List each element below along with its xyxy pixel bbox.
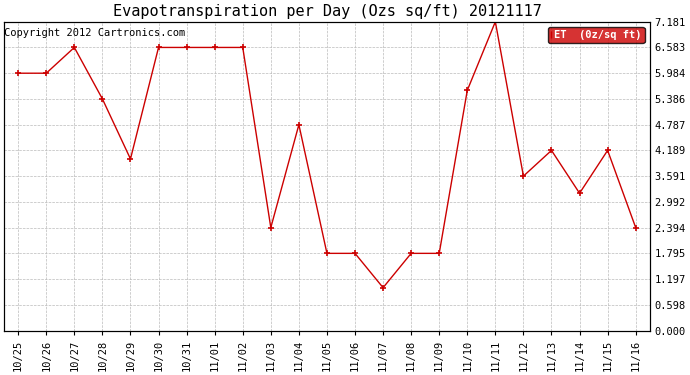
Title: Evapotranspiration per Day (Ozs sq/ft) 20121117: Evapotranspiration per Day (Ozs sq/ft) 2… [112,4,542,19]
Text: Copyright 2012 Cartronics.com: Copyright 2012 Cartronics.com [4,28,186,38]
Legend: ET  (0z/sq ft): ET (0z/sq ft) [548,27,644,43]
